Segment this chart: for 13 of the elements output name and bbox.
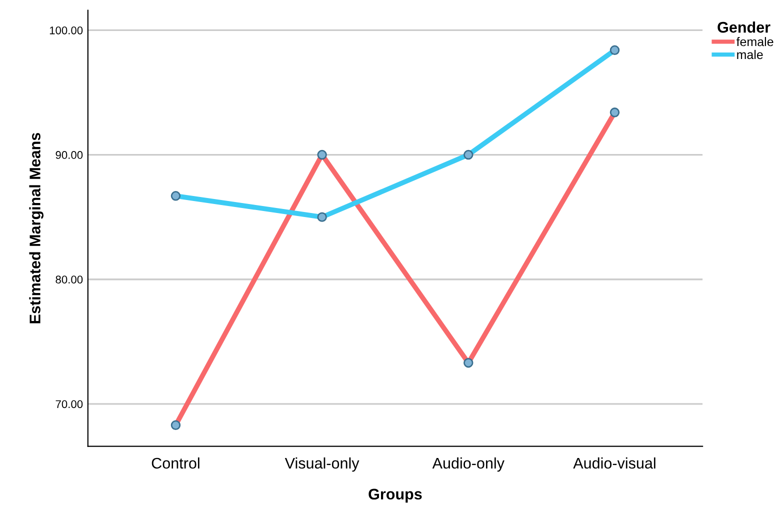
legend-title: Gender (718, 22, 770, 33)
x-tick-label: Visual-only (284, 457, 360, 472)
legend-label: female (736, 37, 774, 46)
x-tick-label: Audio-only (432, 457, 504, 472)
y-tick-label: 70.00 (56, 400, 83, 408)
y-axis-title: Estimated Marginal Means (29, 132, 44, 324)
y-tick-label: 90.00 (56, 151, 83, 159)
legend-label: male (737, 50, 763, 60)
y-tick-label: 80.00 (56, 276, 83, 284)
y-tick-label: 100.00 (50, 26, 83, 34)
x-axis-title: Groups (368, 488, 422, 503)
x-tick-label: Control (152, 457, 200, 469)
x-tick-label: Audio-visual (573, 457, 656, 469)
